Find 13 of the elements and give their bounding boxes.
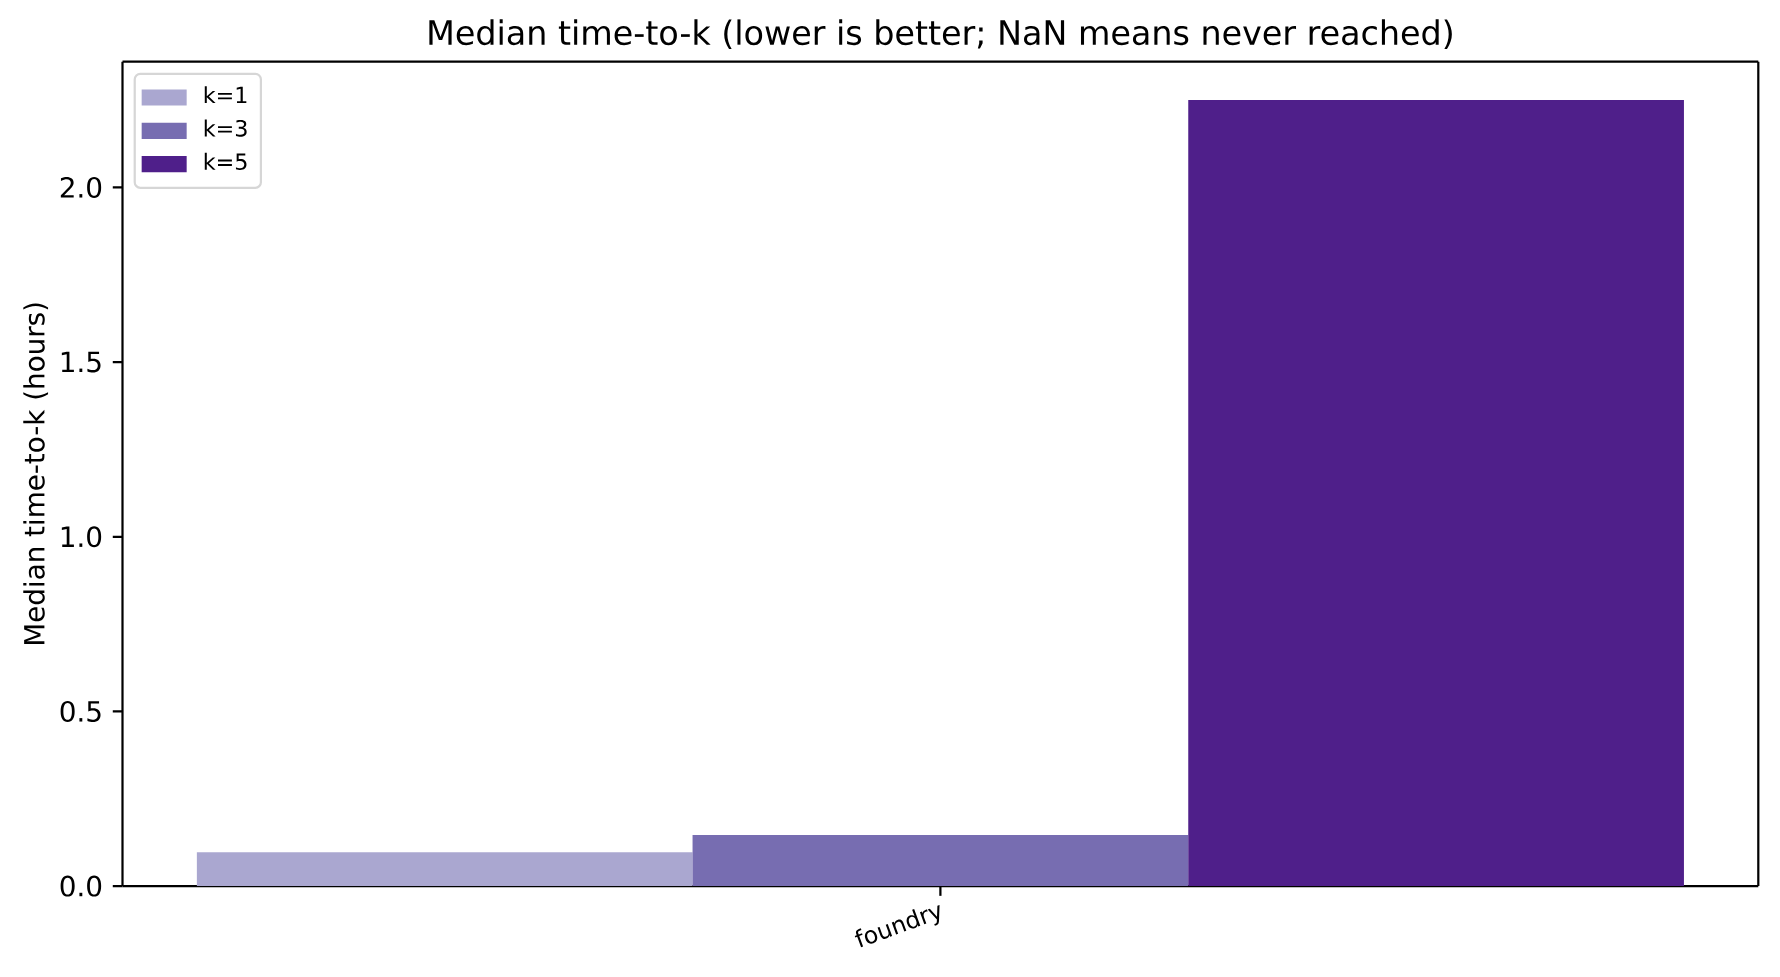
y-axis-title: Median time-to-k (hours) [23, 303, 49, 645]
legend-label: k=5 [204, 152, 247, 171]
y-tick-label: 2.0 [60, 176, 102, 198]
bar [692, 835, 1189, 887]
y-tick-label: 1.5 [61, 351, 101, 373]
chart-title: Median time-to-k (lower is better; NaN means never reached) [429, 19, 1452, 50]
y-tick-label: 0.0 [60, 875, 102, 897]
y-tick-label: 0.5 [60, 700, 101, 722]
bar [196, 852, 693, 887]
y-tick-label: 1.0 [61, 526, 102, 548]
bar [1188, 100, 1684, 887]
legend-label: k=3 [204, 119, 247, 137]
legend-label: k=1 [204, 86, 247, 104]
